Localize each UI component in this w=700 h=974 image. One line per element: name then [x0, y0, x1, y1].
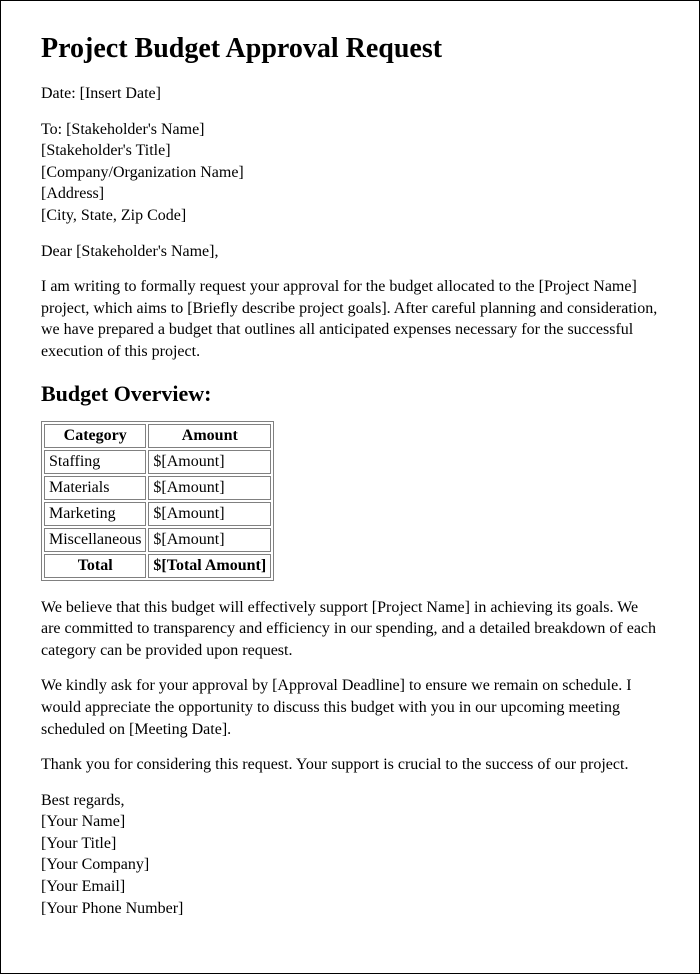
closing-regards: Best regards,: [41, 790, 659, 812]
recipient-city-state-zip: [City, State, Zip Code]: [41, 205, 659, 227]
closing-name: [Your Name]: [41, 811, 659, 833]
recipient-block: To: [Stakeholder's Name] [Stakeholder's …: [41, 119, 659, 227]
cell-category: Staffing: [44, 450, 146, 474]
date-line: Date: [Insert Date]: [41, 83, 659, 105]
cell-amount: $[Amount]: [148, 476, 271, 500]
closing-email: [Your Email]: [41, 876, 659, 898]
cell-total-amount: $[Total Amount]: [148, 554, 271, 578]
col-amount: Amount: [148, 424, 271, 448]
cell-amount: $[Amount]: [148, 528, 271, 552]
table-row: Miscellaneous $[Amount]: [44, 528, 271, 552]
cell-category: Miscellaneous: [44, 528, 146, 552]
closing-company: [Your Company]: [41, 854, 659, 876]
table-row: Marketing $[Amount]: [44, 502, 271, 526]
col-category: Category: [44, 424, 146, 448]
cell-total-label: Total: [44, 554, 146, 578]
intro-paragraph: I am writing to formally request your ap…: [41, 276, 659, 362]
closing-title: [Your Title]: [41, 833, 659, 855]
closing-phone: [Your Phone Number]: [41, 898, 659, 920]
budget-table: Category Amount Staffing $[Amount] Mater…: [41, 421, 274, 581]
page-title: Project Budget Approval Request: [41, 33, 659, 65]
cell-category: Marketing: [44, 502, 146, 526]
deadline-paragraph: We kindly ask for your approval by [Appr…: [41, 675, 659, 740]
recipient-to: To: [Stakeholder's Name]: [41, 119, 659, 141]
document-page: Project Budget Approval Request Date: [I…: [0, 0, 700, 974]
table-total-row: Total $[Total Amount]: [44, 554, 271, 578]
cell-category: Materials: [44, 476, 146, 500]
cell-amount: $[Amount]: [148, 450, 271, 474]
cell-amount: $[Amount]: [148, 502, 271, 526]
table-row: Materials $[Amount]: [44, 476, 271, 500]
salutation: Dear [Stakeholder's Name],: [41, 241, 659, 263]
budget-overview-heading: Budget Overview:: [41, 381, 659, 407]
table-header-row: Category Amount: [44, 424, 271, 448]
recipient-address: [Address]: [41, 183, 659, 205]
recipient-org: [Company/Organization Name]: [41, 162, 659, 184]
thanks-paragraph: Thank you for considering this request. …: [41, 754, 659, 776]
support-paragraph: We believe that this budget will effecti…: [41, 597, 659, 662]
recipient-title: [Stakeholder's Title]: [41, 140, 659, 162]
table-row: Staffing $[Amount]: [44, 450, 271, 474]
